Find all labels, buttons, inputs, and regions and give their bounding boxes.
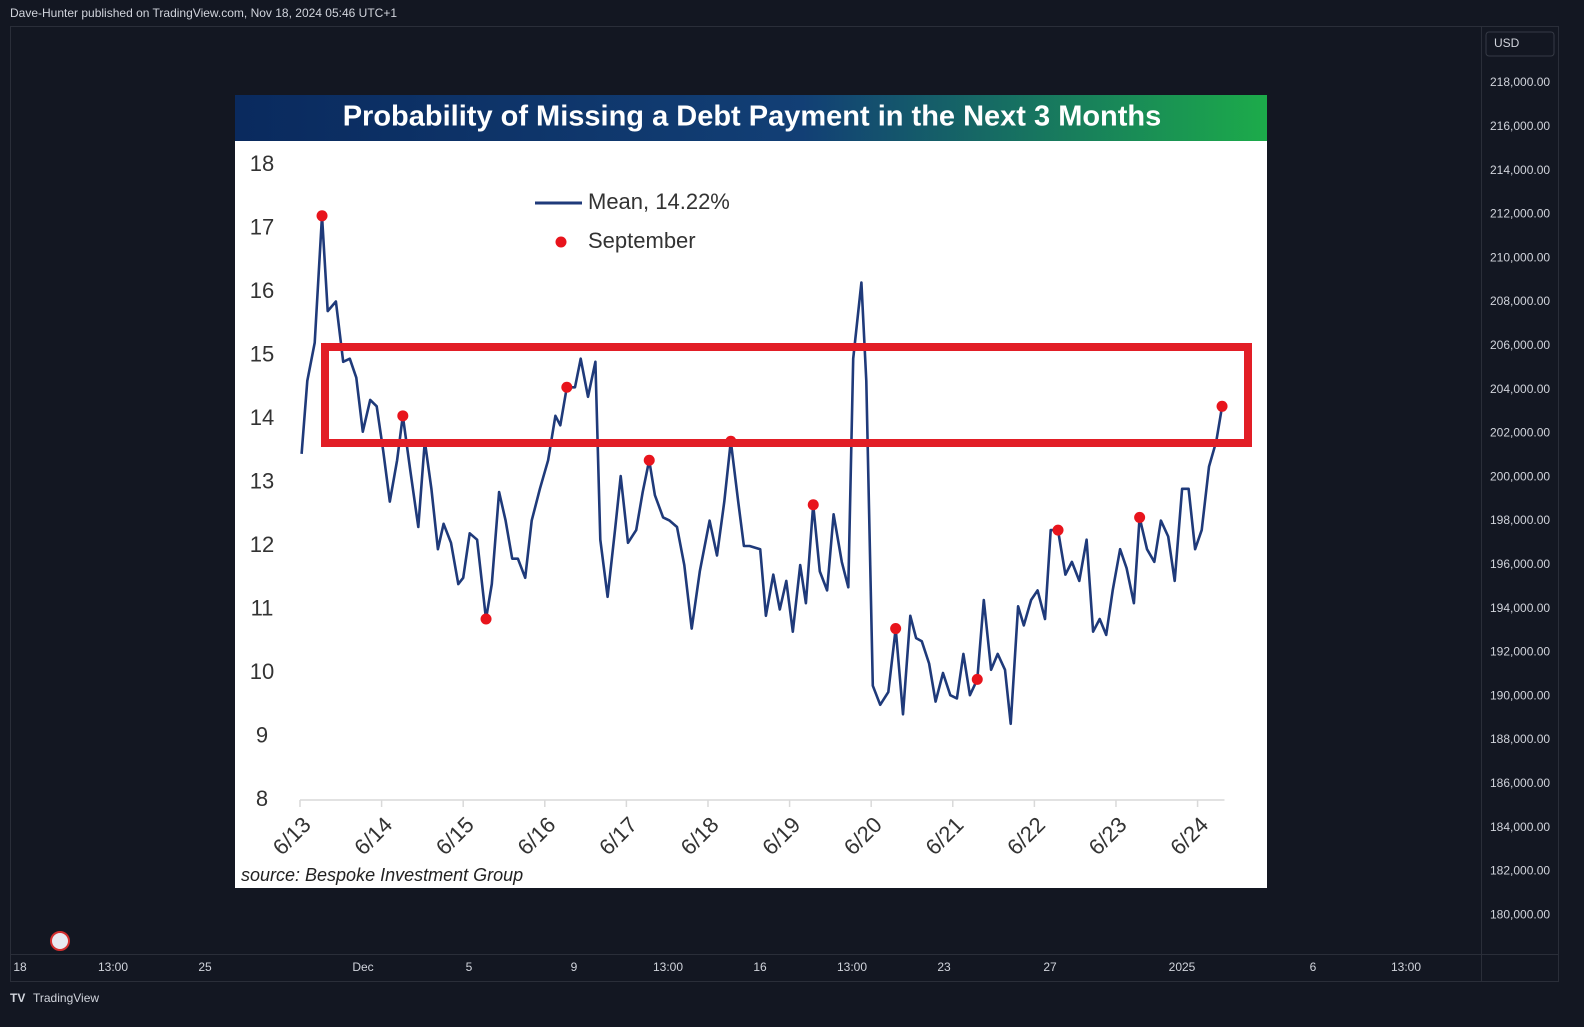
time-label: 25 <box>198 960 212 974</box>
y-tick-label: 13 <box>250 468 274 493</box>
time-label: 16 <box>753 960 767 974</box>
price-label: 214,000.00 <box>1490 163 1550 177</box>
time-label: 27 <box>1043 960 1057 974</box>
y-tick-label: 11 <box>251 595 274 620</box>
publish-header: Dave-Hunter published on TradingView.com… <box>10 6 397 20</box>
footer-brand: TradingView <box>33 991 99 1005</box>
time-label: 13:00 <box>1391 960 1421 974</box>
september-dot <box>561 381 573 393</box>
september-dot <box>643 454 655 466</box>
time-label: 13:00 <box>837 960 867 974</box>
september-dot <box>397 410 409 422</box>
time-label: Dec <box>352 960 373 974</box>
september-dot <box>1052 524 1064 536</box>
price-label: 206,000.00 <box>1490 338 1550 352</box>
highlight-box <box>321 343 1252 447</box>
price-label: 180,000.00 <box>1490 907 1550 921</box>
y-tick-label: 18 <box>250 151 274 176</box>
flag-icon[interactable] <box>50 931 70 951</box>
september-dot <box>807 499 819 511</box>
price-label: 204,000.00 <box>1490 382 1550 396</box>
september-dot <box>1134 511 1146 523</box>
currency-label[interactable]: USD <box>1494 36 1520 50</box>
time-label: 13:00 <box>98 960 128 974</box>
price-label: 182,000.00 <box>1490 864 1550 878</box>
y-tick-label: 16 <box>250 278 274 303</box>
time-label: 23 <box>937 960 951 974</box>
price-label: 200,000.00 <box>1490 469 1550 483</box>
price-label: 208,000.00 <box>1490 294 1550 308</box>
price-label: 212,000.00 <box>1490 207 1550 221</box>
chart-title: Probability of Missing a Debt Payment in… <box>343 101 1162 133</box>
y-tick-label: 8 <box>256 786 268 811</box>
y-tick-label: 9 <box>256 722 268 747</box>
price-label: 202,000.00 <box>1490 426 1550 440</box>
price-label: 188,000.00 <box>1490 732 1550 746</box>
september-dot <box>890 623 902 635</box>
y-tick-label: 14 <box>250 405 274 430</box>
y-tick-label: 17 <box>250 214 274 239</box>
price-label: 218,000.00 <box>1490 75 1550 89</box>
price-label: 216,000.00 <box>1490 119 1550 133</box>
legend-swatch <box>555 236 567 248</box>
time-label: 9 <box>571 960 578 974</box>
currency-button[interactable] <box>1485 31 1555 57</box>
legend-label: Mean, 14.22% <box>588 189 730 214</box>
embedded-chart: Probability of Missing a Debt Payment in… <box>235 95 1267 888</box>
y-tick-label: 10 <box>250 659 274 684</box>
time-label: 5 <box>466 960 473 974</box>
september-dot <box>480 613 492 625</box>
legend-label: September <box>588 228 696 253</box>
price-label: 198,000.00 <box>1490 513 1550 527</box>
price-label: 184,000.00 <box>1490 820 1550 834</box>
y-tick-label: 12 <box>250 532 274 557</box>
mean-line <box>300 214 1224 726</box>
pane-border <box>10 26 1559 982</box>
september-dot <box>971 673 983 685</box>
time-label: 2025 <box>1169 960 1196 974</box>
price-label: 194,000.00 <box>1490 601 1550 615</box>
title-banner <box>235 95 1267 141</box>
price-label: 192,000.00 <box>1490 645 1550 659</box>
september-dot <box>1216 400 1228 412</box>
price-label: 210,000.00 <box>1490 250 1550 264</box>
y-tick-label: 15 <box>250 341 274 366</box>
time-label: 18 <box>13 960 27 974</box>
price-label: 186,000.00 <box>1490 776 1550 790</box>
tv-logo: TV <box>10 991 25 1005</box>
source-note: source: Bespoke Investment Group <box>241 865 523 885</box>
september-dot <box>316 210 328 222</box>
price-label: 190,000.00 <box>1490 688 1550 702</box>
chart-background <box>235 95 1267 888</box>
price-label: 196,000.00 <box>1490 557 1550 571</box>
time-label: 13:00 <box>653 960 683 974</box>
time-label: 6 <box>1310 960 1317 974</box>
